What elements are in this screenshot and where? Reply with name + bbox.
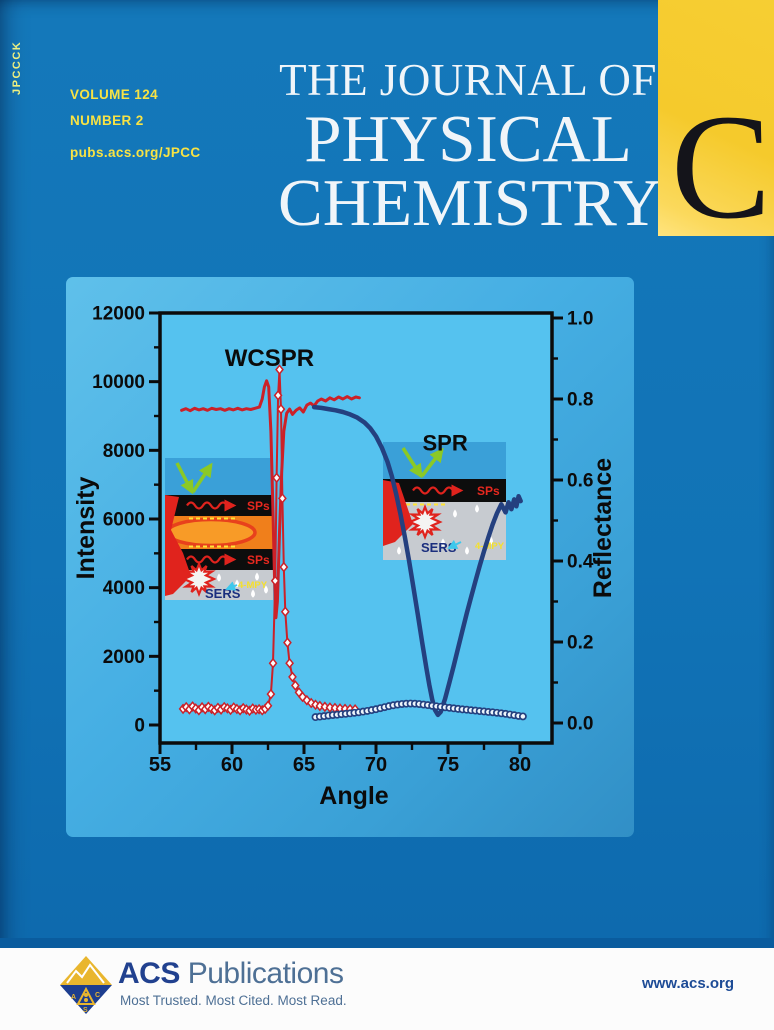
reflected-beam-icon <box>191 462 213 493</box>
svg-text:0.4: 0.4 <box>567 552 594 573</box>
svg-text:8000: 8000 <box>103 441 145 462</box>
brand-acs: ACS <box>118 957 180 990</box>
svg-text:0.8: 0.8 <box>567 390 593 411</box>
incident-beam-icon <box>401 447 423 479</box>
journal-title: THE JOURNAL OF PHYSICAL CHEMISTRY <box>278 55 662 240</box>
x-axis-title: Angle <box>319 782 389 810</box>
svg-text:65: 65 <box>293 754 315 776</box>
surface-plasmon-wave-icon <box>412 484 464 497</box>
y-axis-title-left: Intensity <box>72 477 100 580</box>
annotation-wcspr: WCSPR <box>225 345 314 372</box>
title-line-1: THE JOURNAL OF <box>279 55 657 105</box>
svg-text:80: 80 <box>509 754 531 776</box>
svg-text:A: A <box>71 994 76 1001</box>
svg-text:6000: 6000 <box>103 510 145 531</box>
volume-label: VOLUME 124 <box>70 87 159 102</box>
axes-frame <box>158 311 554 745</box>
svg-text:2000: 2000 <box>103 647 145 668</box>
publisher-website: www.acs.org <box>642 975 734 992</box>
svg-text:4000: 4000 <box>103 578 145 599</box>
chart-annotations: WCSPR SPR <box>225 345 468 455</box>
analyte-label: 4-MPY <box>238 580 268 591</box>
sps-label: SPs <box>477 484 500 498</box>
journal-url: pubs.acs.org/JPCC <box>70 145 201 160</box>
svg-text:C: C <box>95 992 100 999</box>
svg-text:75: 75 <box>437 754 459 776</box>
chart-series <box>178 364 527 722</box>
spine-code: JPCCCK <box>11 40 23 95</box>
resonance-angle-chart: SPs SPs SERS <box>72 304 617 811</box>
acs-logo-icon: A C S <box>60 956 112 1014</box>
svg-text:0.0: 0.0 <box>567 714 593 735</box>
sers-label: SERS <box>205 586 241 601</box>
publisher-brand: ACS Publications <box>118 957 344 991</box>
sps-label: SPs <box>247 499 270 513</box>
svg-text:12000: 12000 <box>92 304 145 325</box>
issue-info: VOLUME 124 NUMBER 2 pubs.acs.org/JPCC <box>70 88 201 160</box>
svg-text:55: 55 <box>149 754 171 776</box>
brand-publications: Publications <box>187 957 344 990</box>
waveguide-mode-icon <box>165 517 257 548</box>
analyte-pointer-icon <box>225 581 238 591</box>
cover-figure-panel: SPs SPs SERS <box>66 277 634 837</box>
svg-text:S: S <box>83 1007 88 1014</box>
wcspr-inset-diagram: SPs SPs SERS <box>165 458 273 601</box>
annotation-spr: SPR <box>422 430 467 455</box>
surface-plasmon-wave-icon <box>186 499 237 512</box>
title-line-2: PHYSICAL <box>304 102 632 176</box>
svg-text:70: 70 <box>365 754 387 776</box>
svg-text:0.6: 0.6 <box>567 471 593 492</box>
analyte-pointer-icon <box>447 539 462 549</box>
svg-text:60: 60 <box>221 754 243 776</box>
svg-text:0.2: 0.2 <box>567 633 593 654</box>
publisher-tagline: Most Trusted. Most Cited. Most Read. <box>120 993 347 1008</box>
incident-beam-icon <box>175 462 194 495</box>
analyte-label: 4-MPY <box>475 541 505 552</box>
svg-text:0: 0 <box>134 716 145 737</box>
reflected-beam-icon <box>420 447 444 478</box>
number-label: NUMBER 2 <box>70 112 144 128</box>
publisher-footer: A C S ACS Publications Most Trusted. Mos… <box>0 948 774 1030</box>
svg-text:10000: 10000 <box>92 372 145 393</box>
sps-label: SPs <box>247 553 270 567</box>
title-line-3: CHEMISTRY <box>278 165 662 240</box>
axis-ticks <box>149 311 563 754</box>
axis-tick-labels: 55 60 65 70 75 80 0 2000 4000 6000 8000 10000 12000 0… <box>92 304 594 777</box>
edition-letter-box: C <box>658 0 774 250</box>
footer-stripe <box>0 938 774 948</box>
y-axis-title-right: Reflectance <box>589 458 617 598</box>
surface-plasmon-wave-icon <box>186 553 237 566</box>
series-spr_reflectance <box>311 404 523 718</box>
edition-letter: C <box>671 84 772 250</box>
svg-text:1.0: 1.0 <box>567 309 593 330</box>
